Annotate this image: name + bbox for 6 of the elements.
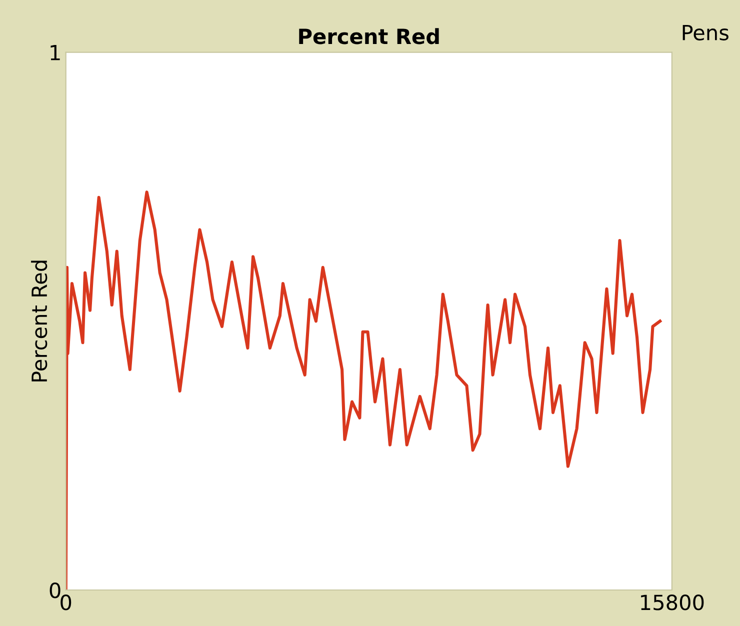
line-series: [66, 190, 662, 590]
x-tick-label: 15800: [641, 594, 704, 610]
text: Pens: [682, 24, 728, 40]
chart-title: Percent Red: [299, 28, 439, 44]
y-axis-title: Percent Red: [31, 260, 48, 382]
y-tick-label: 1: [50, 44, 60, 60]
